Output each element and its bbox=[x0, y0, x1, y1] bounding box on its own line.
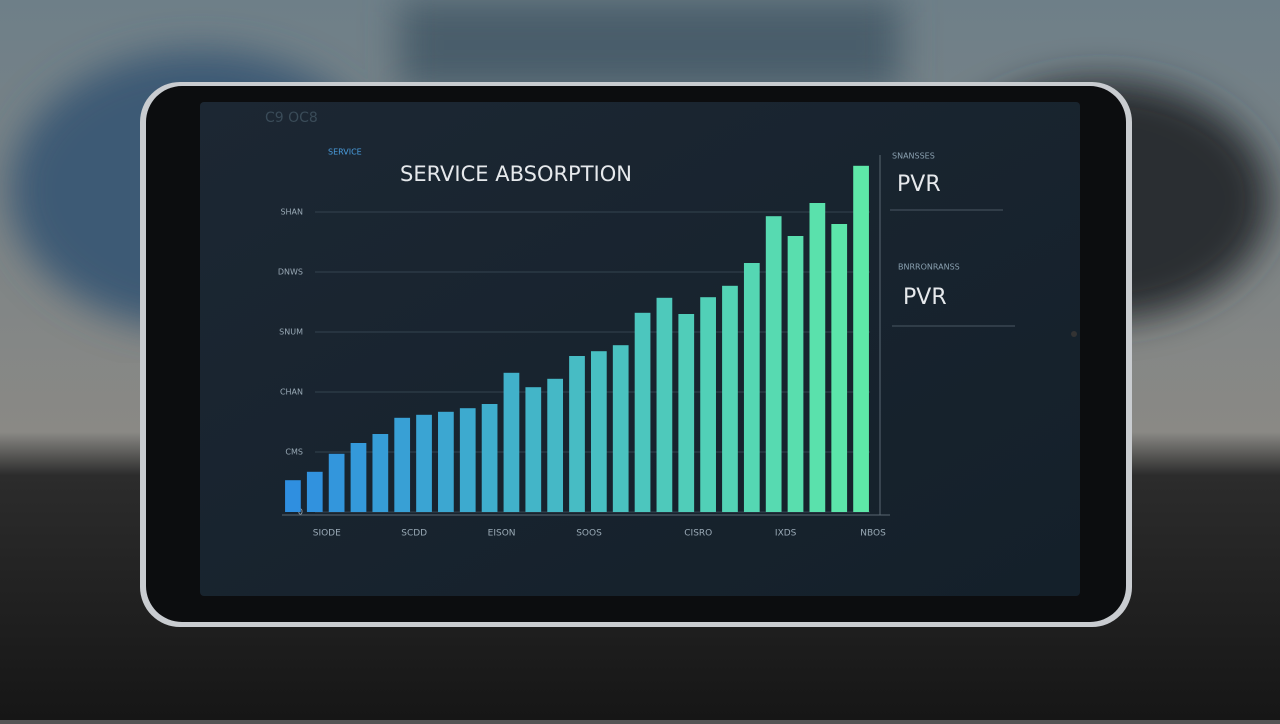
x-tick-label: IXDS bbox=[775, 529, 797, 539]
bar bbox=[700, 297, 716, 512]
bar bbox=[656, 297, 673, 512]
bar bbox=[634, 312, 651, 512]
y-tick-label: SNUM bbox=[279, 328, 303, 337]
x-tick-label: SIODE bbox=[313, 529, 341, 539]
panel-label: SNANSSES bbox=[892, 152, 935, 161]
bar bbox=[743, 263, 760, 512]
bar bbox=[481, 404, 498, 512]
camera bbox=[1071, 331, 1077, 337]
bar bbox=[394, 417, 411, 512]
bar bbox=[416, 414, 432, 512]
header: C9 OC8 bbox=[265, 110, 318, 126]
y-tick-label: DNWS bbox=[278, 268, 303, 277]
x-tick-label: EISON bbox=[488, 529, 516, 539]
bar bbox=[590, 351, 607, 512]
bar bbox=[328, 453, 345, 512]
bar bbox=[459, 408, 476, 512]
y-tick-label: SHAN bbox=[280, 208, 303, 217]
panel-value: PVR bbox=[903, 285, 947, 310]
bar bbox=[787, 236, 804, 512]
bar bbox=[612, 345, 629, 512]
bar bbox=[372, 434, 389, 512]
y-tick-label: CHAN bbox=[280, 388, 303, 397]
bar bbox=[765, 216, 782, 512]
bar bbox=[809, 203, 826, 512]
bar bbox=[722, 285, 738, 512]
bar bbox=[853, 165, 869, 513]
bar bbox=[831, 224, 848, 512]
y-tick-label: CMS bbox=[285, 448, 303, 457]
chart-title: SERVICE ABSORPTION bbox=[400, 162, 632, 186]
bar bbox=[285, 480, 301, 512]
bar bbox=[306, 471, 323, 512]
bar bbox=[569, 356, 585, 512]
panel-label: BNRRONRANSS bbox=[898, 263, 960, 272]
bar bbox=[547, 378, 564, 512]
x-tick-label: SCDD bbox=[401, 529, 427, 539]
x-tick-label: CISRO bbox=[684, 529, 712, 539]
x-tick-label: SOOS bbox=[576, 529, 602, 539]
bar bbox=[525, 387, 542, 512]
panel-value: PVR bbox=[897, 172, 941, 197]
bar bbox=[503, 372, 520, 512]
chart-subtitle: SERVICE bbox=[328, 148, 362, 157]
bar bbox=[438, 411, 454, 512]
bar bbox=[350, 443, 367, 512]
bar bbox=[678, 314, 695, 512]
x-tick-label: NBOS bbox=[860, 529, 886, 539]
